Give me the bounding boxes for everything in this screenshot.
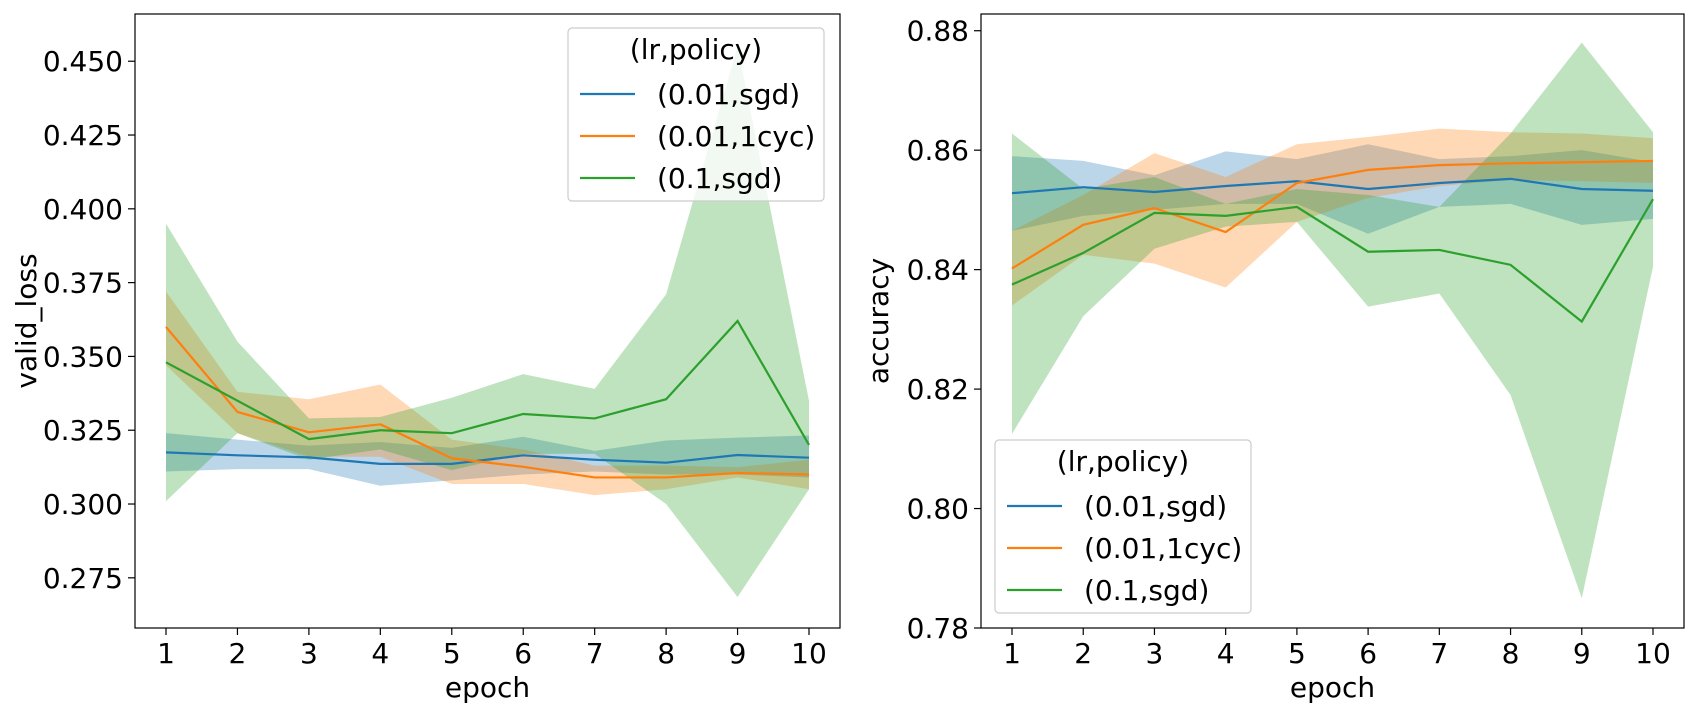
y-axis-label: accuracy (862, 258, 895, 384)
y-tick-label: 0.325 (43, 414, 123, 447)
legend: (lr,policy) (0.01,sgd) (0.01,1cyc) (0.1,sg… (567, 27, 825, 202)
x-tick-label: 9 (729, 637, 747, 670)
legend-label: (0.01,sgd) (657, 78, 800, 111)
legend-label: (0.01,1cyc) (1084, 532, 1242, 565)
legend-label: (0.1,sgd) (657, 162, 782, 195)
legend: (lr,policy) (0.01,sgd) (0.01,1cyc) (0.1,sg… (994, 439, 1252, 614)
y-tick-label: 0.84 (907, 254, 969, 287)
confidence-bands (1012, 42, 1653, 599)
legend-label: (0.01,1cyc) (657, 120, 815, 153)
x-tick-label: 6 (514, 637, 532, 670)
series-line-1 (1011, 159, 1654, 270)
confidence-band-1 (166, 291, 809, 496)
y-axis-ticks: 0.78 0.80 0.82 0.84 0.86 0.88 (907, 15, 981, 645)
legend-title: (lr,policy) (1057, 445, 1189, 478)
x-tick-label: 4 (371, 637, 389, 670)
x-tick-label: 10 (1635, 637, 1671, 670)
y-tick-label: 0.375 (43, 267, 123, 300)
legend-items: (0.01,sgd) (0.01,1cyc) (0.1,sgd) (580, 78, 815, 195)
y-tick-label: 0.86 (907, 134, 969, 167)
plot-frame (134, 13, 841, 629)
confidence-band-2 (1012, 42, 1653, 599)
x-axis-label: epoch (1290, 671, 1375, 704)
series-line-1 (165, 326, 810, 479)
confidence-band-1 (1012, 128, 1653, 306)
x-axis-label: epoch (445, 671, 530, 704)
x-tick-label: 5 (443, 637, 461, 670)
x-tick-label: 8 (1502, 637, 1520, 670)
x-tick-label: 3 (1146, 637, 1164, 670)
series-line-2 (1011, 198, 1654, 324)
y-tick-label: 0.350 (43, 340, 123, 373)
x-tick-label: 4 (1217, 637, 1235, 670)
x-axis-ticks: 1 2 3 4 5 6 7 8 9 10 (1003, 628, 1671, 670)
series-line-2 (165, 319, 810, 446)
y-tick-label: 0.450 (43, 45, 123, 78)
y-tick-label: 0.300 (43, 488, 123, 521)
x-tick-label: 9 (1573, 637, 1591, 670)
y-tick-label: 0.80 (907, 493, 969, 526)
x-tick-label: 6 (1359, 637, 1377, 670)
legend-label: (0.01,sgd) (1084, 490, 1227, 523)
x-tick-label: 3 (300, 637, 318, 670)
y-tick-label: 0.425 (43, 119, 123, 152)
confidence-band-0 (1012, 144, 1653, 234)
y-tick-label: 0.400 (43, 193, 123, 226)
plot-frame (980, 13, 1685, 629)
y-tick-label: 0.82 (907, 373, 969, 406)
x-tick-label: 7 (1430, 637, 1448, 670)
y-axis-ticks: 0.275 0.300 0.325 0.350 0.375 0.400 0.425 0.450 (43, 45, 135, 595)
series-line-0 (1011, 177, 1654, 195)
x-tick-label: 2 (1074, 637, 1092, 670)
series-lines (1011, 159, 1654, 324)
legend-box (567, 27, 825, 202)
series-line-0 (165, 451, 810, 465)
y-tick-label: 0.78 (907, 612, 969, 645)
x-tick-label: 1 (1003, 637, 1021, 670)
x-tick-label: 5 (1288, 637, 1306, 670)
series-lines (165, 319, 810, 479)
x-axis-ticks: 1 2 3 4 5 6 7 8 9 10 (157, 628, 827, 670)
legend-label: (0.1,sgd) (1084, 574, 1209, 607)
x-tick-label: 10 (791, 637, 827, 670)
legend-items: (0.01,sgd) (0.01,1cyc) (0.1,sgd) (1007, 490, 1242, 607)
x-tick-label: 8 (657, 637, 675, 670)
y-axis-label: valid_loss (10, 253, 43, 388)
y-tick-label: 0.88 (907, 15, 969, 48)
accuracy-chart: 0.78 0.80 0.82 0.84 0.86 0.88 1 2 3 4 5 6 7 8 9 10 epo… (862, 13, 1685, 704)
legend-box (994, 439, 1252, 614)
x-tick-label: 7 (586, 637, 604, 670)
valid-loss-chart: 0.275 0.300 0.325 0.350 0.375 0.400 0.425 0.450… (10, 13, 841, 704)
legend-title: (lr,policy) (630, 33, 762, 66)
x-tick-label: 2 (229, 637, 247, 670)
x-tick-label: 1 (157, 637, 175, 670)
confidence-band-2 (166, 46, 809, 598)
y-tick-label: 0.275 (43, 562, 123, 595)
